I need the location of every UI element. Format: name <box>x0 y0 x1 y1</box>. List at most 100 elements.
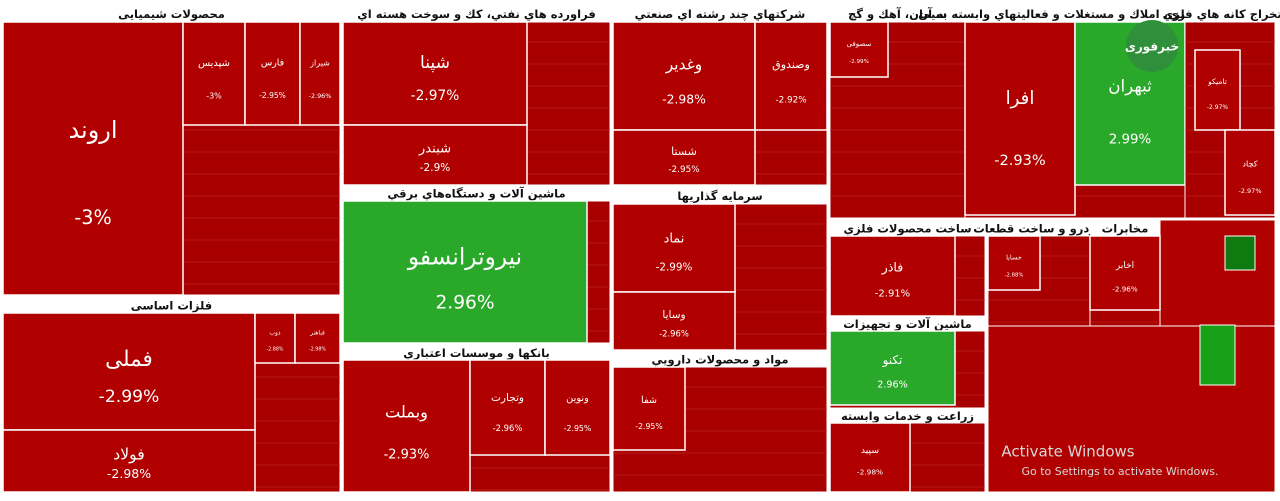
stock-tile <box>342 200 588 344</box>
stock-tile <box>342 359 471 493</box>
sector: مخابرات اخابر -2.96% <box>1089 220 1161 327</box>
stock-name: فملی <box>105 347 153 372</box>
stock-name: تکنو <box>882 353 903 368</box>
sector-header-bg <box>830 220 985 236</box>
stock-change: -2.98% <box>107 466 151 481</box>
sector-title: فراورده هاي نفتي، كك و سوخت هسته اي <box>357 7 596 22</box>
stock-change: -2.95% <box>668 165 699 175</box>
sector-header-bg <box>613 187 827 204</box>
stock-name: شبندر <box>418 142 451 157</box>
small-tile <box>1224 235 1256 271</box>
stock-tile <box>829 422 911 493</box>
stock-name: وتجارت <box>491 392 524 404</box>
sector-title: مواد و محصولات دارويي <box>652 353 789 368</box>
stock-name: وبملت <box>385 402 428 422</box>
sector-title: انبوه سازي، املاك و مستغلات و فعاليتهاي … <box>918 7 1231 22</box>
sector-title: سرمايه گذاريها <box>677 189 762 203</box>
watermark-title: Activate Windows <box>1001 443 1134 461</box>
stock-tile <box>342 124 528 186</box>
stock-name: تامیکو <box>1207 77 1227 86</box>
sector-header-bg <box>830 316 985 331</box>
stock-tile <box>829 235 956 317</box>
stock-change: -2.96% <box>493 423 523 433</box>
sector-title: بانكها و موسسات اعتباري <box>403 346 550 361</box>
stock-tile <box>612 291 736 351</box>
sector-header-bg <box>3 297 340 313</box>
sector-title: مخابرات <box>1102 222 1149 236</box>
logo-text: خبرفوری <box>1125 40 1179 55</box>
logo-badge <box>1126 20 1178 72</box>
sector-title: سيمان، آهك و گچ <box>848 7 947 22</box>
stock-change: 2.99% <box>1109 132 1152 147</box>
sector-header-bg <box>343 345 610 360</box>
sector-header-bg <box>1090 220 1160 236</box>
sector: زراعت و خدمات وابسته سپید -2.98% <box>829 408 986 493</box>
stock-change: 2.96% <box>435 293 494 314</box>
sector: محصولات شیمیایی اروند -3% شپدیس -3% فارس -2.95… <box>2 5 341 296</box>
tiles: محصولات شیمیایی اروند -3% شپدیس -3% فارس -2.95… <box>2 5 1280 493</box>
stock-change: -2.99% <box>656 261 693 273</box>
stock-name: فاذر <box>881 260 903 276</box>
stock-change: -2.88% <box>267 347 284 353</box>
stock-change: -2.95% <box>564 424 592 433</box>
sector-title: خودرو و ساخت قطعات <box>973 222 1105 237</box>
small-tile <box>1199 324 1236 386</box>
stock-change: -2.95% <box>635 422 662 431</box>
sector-header-bg <box>613 351 827 367</box>
stock-tile <box>612 21 756 131</box>
stock-name: سپید <box>861 445 879 456</box>
sector-title: ماشين آلات و دستگاه‌هاي برقي <box>387 187 565 202</box>
stock-tile <box>612 366 686 451</box>
stock-name: فارس <box>261 58 284 69</box>
stock-change: -2.97% <box>1239 187 1262 195</box>
sector-title: ساخت محصولات فلزي <box>843 222 971 237</box>
stock-tile <box>612 129 756 186</box>
stock-tile <box>829 21 889 78</box>
sector-header-bg <box>988 220 1090 236</box>
stock-tile <box>469 359 546 456</box>
stock-change: -2.97% <box>411 88 460 104</box>
stock-tile <box>2 312 256 431</box>
sector-title: محصولات شیمیایی <box>118 7 225 22</box>
stock-change: -2.91% <box>875 289 910 300</box>
sector-header-bg <box>343 5 610 22</box>
stock-name: شپدیس <box>198 58 230 69</box>
stock-name: شستا <box>671 145 697 158</box>
stock-name: اروند <box>68 116 117 144</box>
stock-name: نماد <box>664 232 685 247</box>
stock-tile <box>299 21 341 126</box>
stock-name: خسایا <box>1006 254 1022 262</box>
stock-name: افرا <box>1006 88 1035 109</box>
sector: شركتهاي چند رشته اي صنعتي وغدیر -2.98% وصند… <box>612 5 828 186</box>
stock-change: -2.98% <box>857 468 883 477</box>
stock-change: -3% <box>206 92 222 101</box>
sector: سرمايه گذاريها نماد -2.99% وسایا -2.96% <box>612 187 828 351</box>
sector-title: فلزات اساسی <box>131 299 212 313</box>
sector-header-bg <box>965 5 1185 22</box>
sector: خودرو و ساخت قطعات خسایا -2.88% <box>973 220 1105 327</box>
sector: فراورده هاي نفتي، كك و سوخت هسته اي شپنا -… <box>342 5 611 186</box>
stock-change: -3% <box>74 206 111 229</box>
stock-tile <box>1224 129 1276 216</box>
stock-tile <box>612 203 736 293</box>
stock-name: شفا <box>641 395 657 406</box>
stock-tile <box>1194 49 1241 131</box>
stock-name: وسایا <box>662 309 685 321</box>
stock-change: -2.98% <box>309 347 326 353</box>
stock-change: -2.96% <box>659 328 689 338</box>
stock-tile <box>964 21 1076 216</box>
sector-header-bg <box>830 5 965 22</box>
sector: مواد و محصولات دارويي شفا -2.95% <box>612 351 828 493</box>
watermark-subtitle: Go to Settings to activate Windows. <box>1021 465 1218 478</box>
stock-tile <box>254 312 296 364</box>
stock-name: فولاد <box>113 445 144 464</box>
stock-name: کچاد <box>1242 159 1257 169</box>
sector: استخراج كانه هاي فلزي تامیکو -2.97% کچاد -2.… <box>1163 5 1280 219</box>
stock-tile <box>182 21 246 126</box>
stock-change: -2.98% <box>662 92 706 106</box>
sector-title: استخراج كانه هاي فلزي <box>1163 7 1280 22</box>
stock-name: فباهنر <box>309 330 325 337</box>
stock-change: -2.99% <box>99 387 160 407</box>
stock-name: ونوین <box>566 393 589 404</box>
stock-change: -2.92% <box>775 95 806 105</box>
